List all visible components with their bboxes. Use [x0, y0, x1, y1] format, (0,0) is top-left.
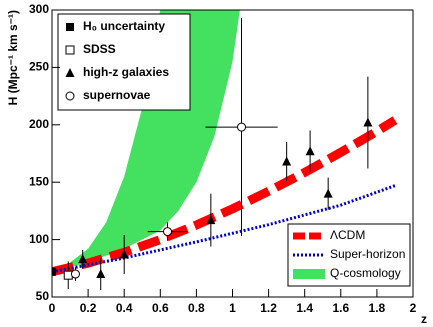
legend-label: Q-cosmology [330, 266, 401, 280]
x-axis-title: z [421, 312, 427, 326]
legend-label: high-z galaxies [83, 65, 169, 79]
legend-label: ΛCDM [330, 228, 365, 242]
legend-label: H₀ uncertainty [83, 19, 165, 33]
point [363, 117, 373, 127]
point [163, 227, 173, 237]
x-tick-label: 1 [229, 301, 236, 315]
point [63, 270, 73, 280]
point [305, 146, 315, 156]
y-tick-label: 250 [29, 60, 49, 74]
legend-marker [65, 91, 75, 101]
y-tick-label: 100 [29, 232, 49, 246]
legend-marker [65, 45, 75, 55]
point [52, 267, 56, 276]
x-tick-label: 0.2 [80, 301, 97, 315]
x-tick-label: 0.4 [116, 301, 133, 315]
band [52, 10, 240, 272]
point [282, 156, 292, 166]
x-tick-label: 1.2 [260, 301, 277, 315]
curve [52, 116, 398, 277]
y-tick-label: 150 [29, 174, 49, 188]
legend-curves [287, 223, 411, 287]
point [78, 254, 88, 264]
legend-marker [66, 23, 74, 31]
point [70, 269, 80, 279]
x-tick-label: 0.8 [188, 301, 205, 315]
legend-marker [65, 68, 75, 77]
point [206, 215, 216, 225]
plot-area [52, 10, 398, 291]
point [237, 122, 247, 132]
point [323, 188, 333, 198]
legend-label: SDSS [83, 42, 116, 56]
legend-points [57, 13, 191, 111]
x-tick-label: 1.8 [369, 301, 386, 315]
legend-label: Super-horizon [330, 247, 405, 261]
y-axis-title: H (Mpc⁻¹ km s⁻¹) [6, 10, 20, 105]
x-tick-label: 1.6 [332, 301, 349, 315]
legend-label: supernovae [83, 88, 151, 102]
point [96, 269, 106, 279]
y-tick-label: 50 [36, 289, 50, 303]
x-tick-label: 1.4 [296, 301, 313, 315]
y-tick-label: 200 [29, 117, 49, 131]
point [119, 249, 129, 259]
legend-swatch [293, 269, 325, 279]
curve [52, 184, 396, 274]
x-tick-label: 0.6 [152, 301, 169, 315]
x-tick-label: 0 [49, 301, 56, 315]
y-tick-label: 300 [29, 2, 49, 16]
x-tick-label: 2 [410, 301, 417, 315]
